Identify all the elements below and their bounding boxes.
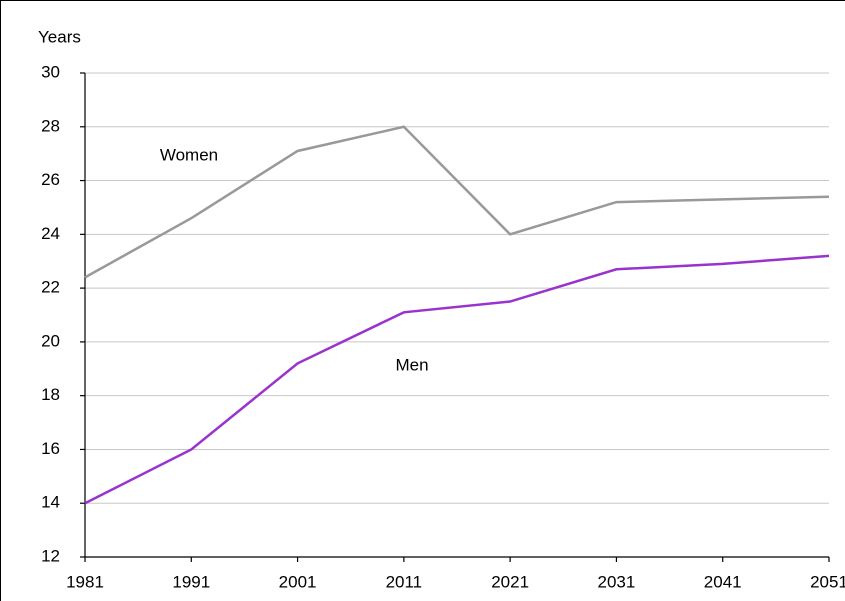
y-tick-label: 12 [41, 546, 60, 565]
y-tick-label: 14 [41, 493, 60, 512]
series-line [84, 254, 830, 505]
y-tick-label: 22 [41, 278, 60, 297]
x-tick-label: 2051 [810, 572, 845, 591]
y-tick-label: 28 [41, 116, 60, 135]
x-tick-label: 2031 [598, 572, 636, 591]
y-tick-label: 26 [41, 170, 60, 189]
series-line [84, 125, 830, 279]
series-label: Women [160, 145, 218, 164]
x-tick-label: 1981 [66, 572, 104, 591]
y-axis-label: Years [38, 27, 81, 46]
x-tick-label: 1991 [172, 572, 210, 591]
y-tick-label: 24 [41, 224, 60, 243]
y-tick-label: 20 [41, 331, 60, 350]
x-tick-label: 2001 [279, 572, 317, 591]
x-tick-label: 2021 [491, 572, 529, 591]
y-tick-label: 16 [41, 439, 60, 458]
x-tick-label: 2011 [386, 572, 423, 591]
y-tick-label: 30 [41, 62, 60, 81]
series-label: Men [395, 355, 428, 374]
y-tick-label: 18 [41, 385, 60, 404]
x-tick-label: 2041 [704, 572, 742, 591]
